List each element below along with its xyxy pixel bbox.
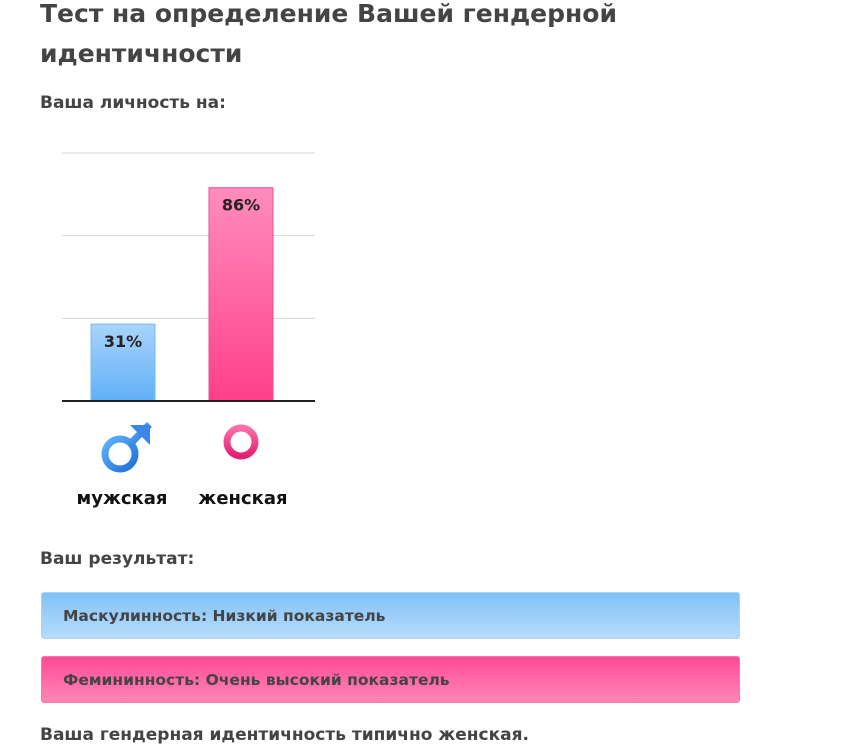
chart-svg: 31% 86% [62,152,315,475]
bar-female-value-label: 86% [222,196,260,215]
bar-male-value-label: 31% [104,332,142,351]
female-symbol-icon [223,424,259,475]
conclusion-text: Ваша гендерная идентичность типично женс… [40,725,529,745]
category-label-male: мужская [76,488,168,509]
femininity-result-bar: Фемининность: Очень высокий показатель [41,656,740,703]
category-label-female: женская [198,488,288,509]
result-heading: Ваш результат: [40,549,195,569]
bar-female [208,187,274,402]
bar-male [90,323,156,402]
page-title: Тест на определение Вашей гендерной иден… [40,0,617,68]
masculinity-result-bar: Маскулинность: Низкий показатель [41,592,740,639]
chart-heading: Ваша личность на: [40,93,226,113]
gender-bar-chart: 31% 86% мужская женская [0,0,340,520]
male-symbol-icon [101,422,152,473]
